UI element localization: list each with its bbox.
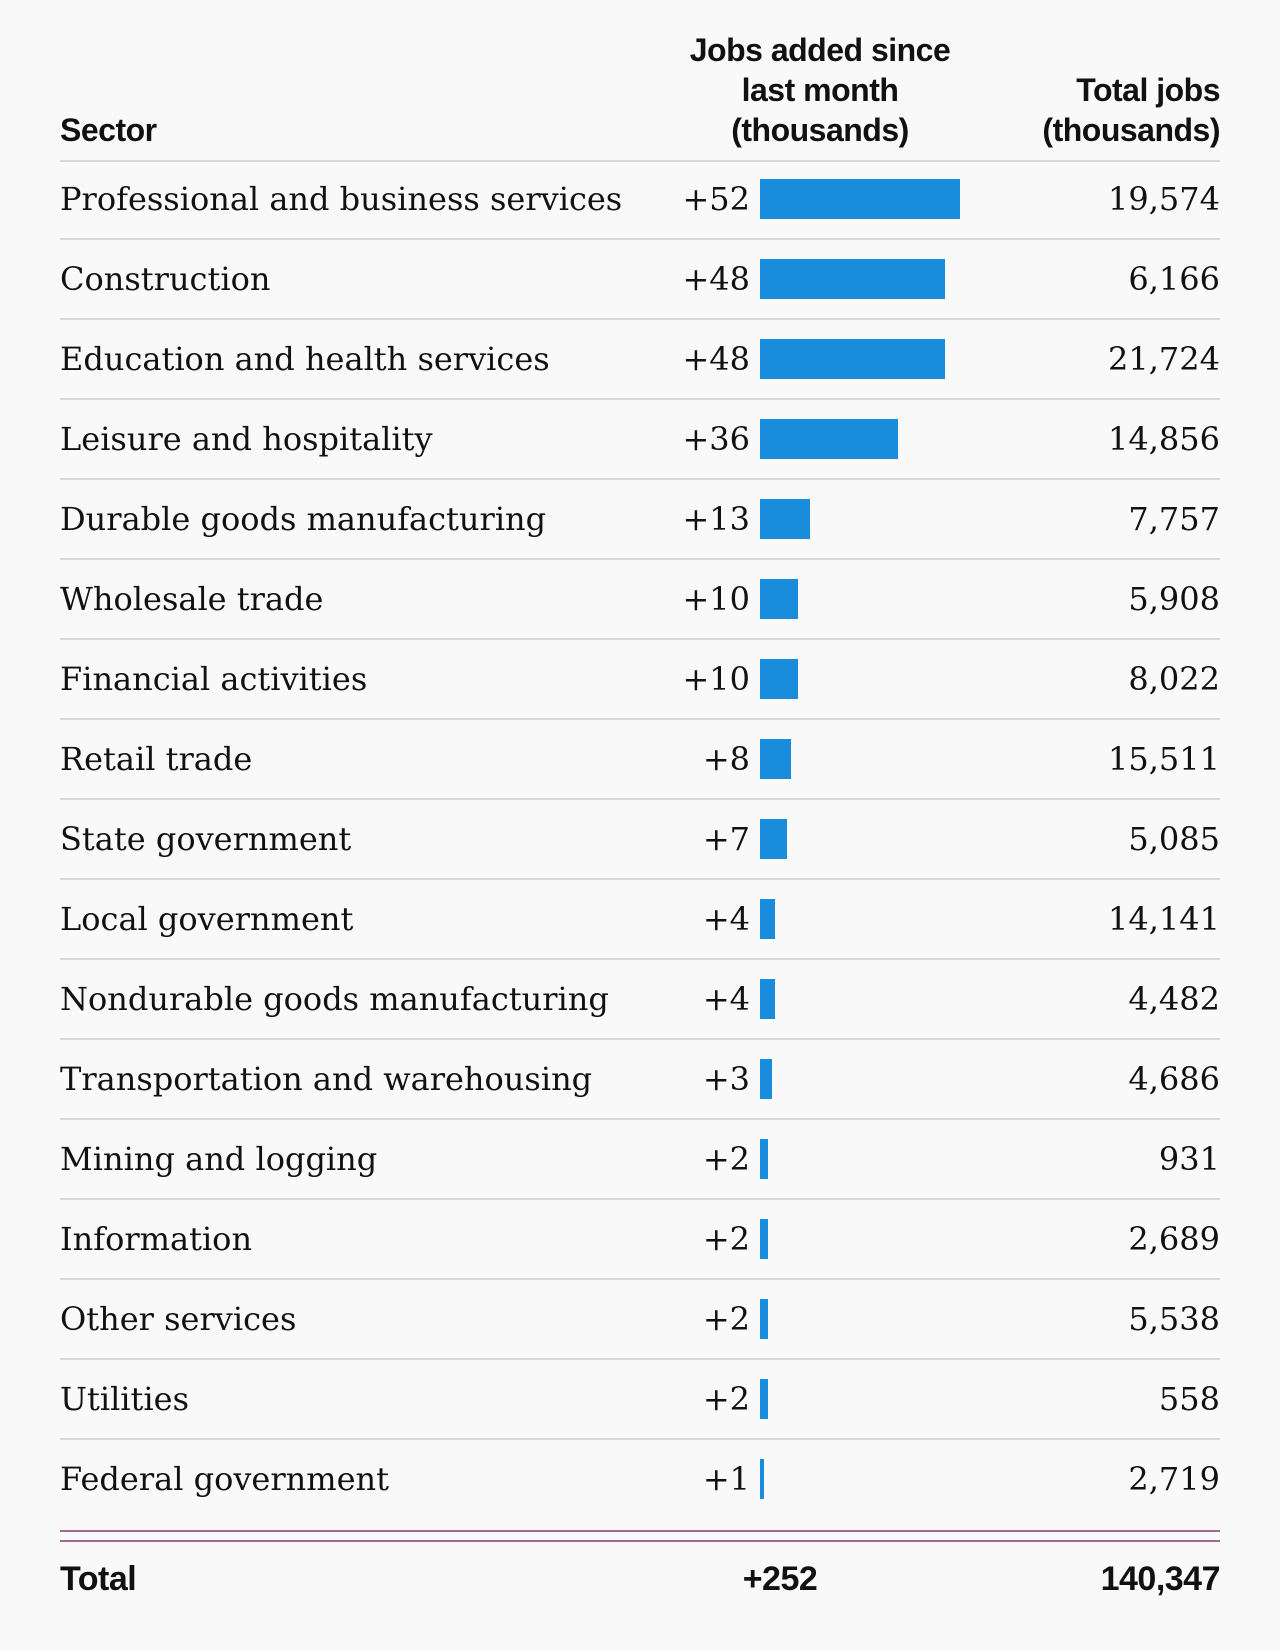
total-jobs-value: 19,574 [1108, 180, 1220, 218]
total-jobs-value: 558 [1158, 1380, 1220, 1418]
jobs-added-value: +4 [702, 980, 750, 1018]
jobs-added-bar [760, 1459, 764, 1499]
total-jobs: 140,347 [1100, 1560, 1221, 1598]
total-added: +252 [742, 1560, 818, 1598]
table-row: State government +7 5,085 [60, 800, 1220, 880]
sector-name: Federal government [60, 1460, 390, 1498]
sector-name: Construction [60, 260, 271, 298]
jobs-added-value: +3 [702, 1060, 750, 1098]
jobs-added-value: +8 [702, 740, 750, 778]
jobs-added-bar [760, 659, 799, 699]
jobs-added-bar [760, 1139, 768, 1179]
sector-name: State government [60, 820, 352, 858]
jobs-added-value: +4 [702, 900, 750, 938]
total-jobs-value: 15,511 [1108, 740, 1220, 778]
jobs-added-bar [760, 899, 776, 939]
table-row: Federal government +1 2,719 [60, 1440, 1220, 1518]
jobs-added-value: +48 [682, 340, 750, 378]
jobs-added-value: +52 [682, 180, 750, 218]
sector-name: Local government [60, 900, 354, 938]
sector-name: Utilities [60, 1380, 189, 1418]
table-row: Mining and logging +2 931 [60, 1120, 1220, 1200]
total-jobs-value: 2,689 [1128, 1220, 1220, 1258]
table-header: Sector Jobs added since last month (thousa… [60, 0, 1221, 162]
sector-name: Transportation and warehousing [60, 1060, 593, 1098]
jobs-added-bar [760, 339, 945, 379]
jobs-added-value: +2 [702, 1380, 750, 1418]
total-rule-top [60, 1530, 1220, 1532]
jobs-added-bar [760, 739, 791, 779]
table-row: Utilities +2 558 [60, 1360, 1220, 1440]
total-jobs-value: 14,856 [1108, 420, 1220, 458]
jobs-added-value: +10 [682, 660, 750, 698]
table-row: Wholesale trade +10 5,908 [60, 560, 1220, 640]
total-label: Total [60, 1560, 137, 1598]
jobs-added-value: +13 [682, 500, 750, 538]
table-row: Construction +48 6,166 [60, 240, 1220, 320]
jobs-added-bar [760, 1059, 772, 1099]
total-jobs-value: 5,538 [1128, 1300, 1220, 1338]
sector-name: Wholesale trade [60, 580, 324, 618]
table-row: Information +2 2,689 [60, 1200, 1220, 1280]
total-jobs-value: 2,719 [1128, 1460, 1220, 1498]
table-row: Local government +4 14,141 [60, 880, 1220, 960]
sector-name: Professional and business services [60, 180, 623, 218]
jobs-added-bar [760, 259, 945, 299]
jobs-added-value: +48 [682, 260, 750, 298]
jobs-added-bar [760, 499, 810, 539]
jobs-added-bar [760, 979, 776, 1019]
jobs-added-value: +7 [702, 820, 750, 858]
total-jobs-value: 8,022 [1128, 660, 1220, 698]
total-rule-bottom [60, 1540, 1220, 1542]
jobs-added-value: +36 [682, 420, 750, 458]
jobs-added-bar [760, 1299, 768, 1339]
jobs-added-value: +2 [702, 1300, 750, 1338]
total-jobs-value: 931 [1158, 1140, 1220, 1178]
jobs-added-value: +1 [702, 1460, 750, 1498]
total-row: Total +252 140,347 [60, 1544, 1221, 1614]
table-row: Durable goods manufacturing +13 7,757 [60, 480, 1220, 560]
total-jobs-value: 4,482 [1128, 980, 1220, 1018]
total-jobs-value: 4,686 [1128, 1060, 1220, 1098]
jobs-added-bar [760, 179, 960, 219]
table-row: Retail trade +8 15,511 [60, 720, 1220, 800]
jobs-added-bar [760, 1379, 768, 1419]
jobs-table: Sector Jobs added since last month (thousa… [60, 0, 1221, 1650]
jobs-added-bar [760, 419, 899, 459]
jobs-added-bar [760, 579, 799, 619]
table-row: Financial activities +10 8,022 [60, 640, 1220, 720]
total-jobs-value: 5,085 [1128, 820, 1220, 858]
jobs-added-bar [760, 819, 787, 859]
sector-name: Leisure and hospitality [60, 420, 433, 458]
header-sector: Sector [60, 112, 157, 148]
jobs-added-value: +2 [702, 1220, 750, 1258]
total-jobs-value: 6,166 [1128, 260, 1220, 298]
total-jobs-value: 21,724 [1108, 340, 1220, 378]
header-total-jobs: Total jobs (thousands) [1042, 72, 1220, 148]
table-row: Other services +2 5,538 [60, 1280, 1220, 1360]
total-jobs-value: 14,141 [1108, 900, 1220, 938]
sector-name: Mining and logging [60, 1140, 378, 1178]
total-jobs-value: 7,757 [1128, 500, 1220, 538]
sector-name: Nondurable goods manufacturing [60, 980, 609, 1018]
sector-name: Financial activities [60, 660, 368, 698]
total-jobs-value: 5,908 [1128, 580, 1220, 618]
header-jobs-added: Jobs added since last month (thousands) [689, 32, 951, 148]
sector-name: Information [60, 1220, 253, 1258]
table-row: Education and health services +48 21,724 [60, 320, 1220, 400]
sector-name: Retail trade [60, 740, 253, 778]
jobs-added-value: +2 [702, 1140, 750, 1178]
sector-name: Other services [60, 1300, 297, 1338]
table-row: Nondurable goods manufacturing +4 4,482 [60, 960, 1220, 1040]
jobs-added-value: +10 [682, 580, 750, 618]
table-row: Leisure and hospitality +36 14,856 [60, 400, 1220, 480]
sector-name: Durable goods manufacturing [60, 500, 547, 538]
table-body: Professional and business services +52 19,… [60, 160, 1220, 1518]
jobs-added-bar [760, 1219, 768, 1259]
table-row: Transportation and warehousing +3 4,686 [60, 1040, 1220, 1120]
table-row: Professional and business services +52 19,… [60, 160, 1220, 240]
sector-name: Education and health services [60, 340, 550, 378]
